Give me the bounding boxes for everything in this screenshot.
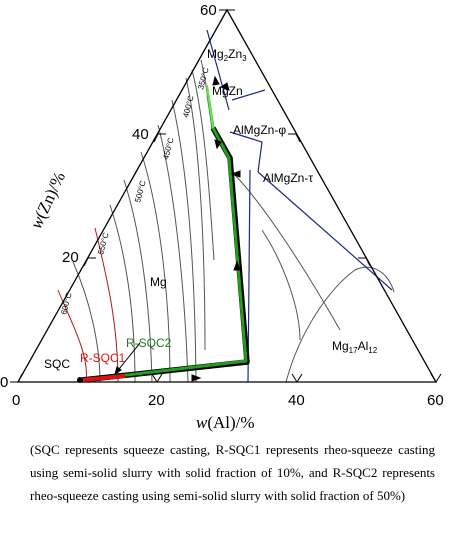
isotherm-550 — [94, 227, 119, 383]
path-label-rsqc1: R-SQC1 — [80, 351, 126, 365]
tick-marks — [10, 9, 442, 383]
isotherm-label-350: 350°C — [196, 66, 211, 90]
x-axis-label: w(Al)/% — [196, 413, 255, 432]
isotherm-extra-2 — [109, 204, 136, 383]
isotherm-600 — [57, 289, 88, 383]
boundary-phi — [229, 131, 263, 173]
isotherm-label-500: 500°C — [133, 179, 148, 203]
boundary-mgzn-mg2zn3 — [206, 29, 230, 111]
y-axis-label: w(Zn)/% — [26, 169, 69, 232]
y-tick-0: 0 — [0, 374, 8, 391]
mg17al12-curve-left — [285, 266, 395, 383]
isotherm-label-400: 400°C — [181, 94, 196, 118]
triangle-frame — [16, 8, 438, 383]
figure-caption: (SQC represents squeeze casting, R-SQC1 … — [30, 442, 435, 503]
isotherm-label-600: 600°C — [59, 291, 74, 315]
isotherm-curves — [57, 59, 395, 383]
x-tick-40: 40 — [288, 392, 305, 409]
path-label-sqc: SQC — [44, 357, 70, 371]
phase-label-mg17al12: Mg17Al12 — [332, 339, 378, 355]
isotherm-extra-5 — [191, 69, 215, 261]
x-tick-60: 60 — [427, 392, 444, 409]
isotherm-label-550: 550°C — [96, 231, 111, 255]
y-tick-60: 60 — [200, 2, 217, 19]
direction-arrows — [114, 75, 241, 382]
isotherm-label-450: 450°C — [161, 136, 176, 160]
tau-curve — [231, 171, 341, 331]
phase-label-mg: Mg — [150, 275, 167, 289]
isotherm-450 — [157, 124, 189, 383]
isotherm-500 — [123, 179, 153, 383]
path-red-rsqc1 — [81, 374, 126, 382]
path-light-green-tip — [206, 84, 214, 129]
x-tick-20: 20 — [148, 392, 165, 409]
phase-label-tau: AlMgZn-τ — [263, 171, 313, 185]
boundary-diag — [231, 89, 266, 101]
phase-label-phi: AlMgZn-φ — [233, 123, 286, 137]
boundary-tau — [257, 171, 393, 291]
ternary-diagram: 0 20 40 60 0 20 40 60 w(Al)/% w(Zn)/% 60… — [0, 2, 444, 432]
isotherm-extra-4 — [171, 99, 197, 383]
tau-curve-2 — [261, 229, 301, 341]
phase-label-mg2zn3: Mg2Zn3 — [207, 47, 247, 63]
isotherm-400 — [185, 77, 206, 351]
sqc-point — [77, 377, 83, 383]
isotherm-extra-3 — [140, 151, 171, 383]
phase-label-mgzn: MgZn — [212, 84, 243, 98]
x-tick-0: 0 — [12, 392, 20, 409]
path-label-rsqc2: R-SQC2 — [126, 336, 172, 350]
y-tick-40: 40 — [132, 126, 149, 143]
y-tick-20: 20 — [62, 249, 79, 266]
solidification-paths — [77, 84, 250, 383]
